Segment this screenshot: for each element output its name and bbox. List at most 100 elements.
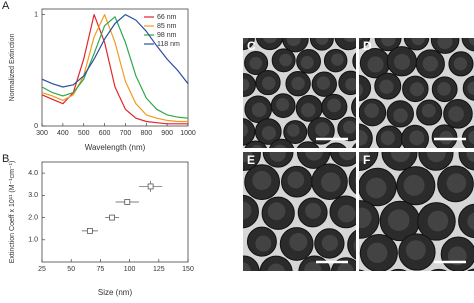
particle-core bbox=[467, 275, 474, 294]
particle-core bbox=[468, 38, 474, 46]
particle-core bbox=[337, 204, 356, 223]
particle-core bbox=[364, 103, 380, 118]
particle-core bbox=[427, 210, 449, 232]
particle bbox=[348, 166, 356, 195]
data-point bbox=[109, 214, 115, 221]
particle-core bbox=[422, 55, 439, 72]
x-tick-label: 300 bbox=[36, 130, 48, 137]
particle-core bbox=[321, 172, 341, 192]
x-axis-label: Wavelength (nm) bbox=[85, 143, 146, 152]
particle-core bbox=[380, 130, 396, 146]
particle-core bbox=[249, 56, 263, 70]
particle-core bbox=[409, 130, 425, 146]
particle-core bbox=[367, 242, 388, 264]
particle-core bbox=[287, 124, 300, 137]
particle-core bbox=[300, 55, 314, 70]
micrograph bbox=[349, 152, 474, 297]
particle-core bbox=[468, 130, 474, 145]
particle bbox=[352, 143, 356, 148]
data-point bbox=[86, 227, 93, 234]
panel-label: E bbox=[247, 153, 255, 167]
spectrum-line bbox=[41, 14, 188, 125]
particle bbox=[255, 38, 284, 51]
x-tick-label: 400 bbox=[57, 130, 69, 137]
plot-frame bbox=[41, 161, 189, 263]
particle-core bbox=[331, 53, 344, 66]
particle-core bbox=[251, 144, 263, 148]
x-tick-label: 500 bbox=[78, 130, 90, 137]
particle-core bbox=[338, 152, 356, 161]
particles bbox=[243, 38, 356, 148]
particles bbox=[243, 152, 356, 271]
particle bbox=[458, 203, 474, 239]
y-axis-label: Normalized Extinction bbox=[9, 34, 16, 102]
particle-core bbox=[315, 38, 329, 45]
y-tick-label: 1.0 bbox=[28, 237, 38, 244]
particle-core bbox=[243, 38, 249, 45]
particle-core bbox=[439, 130, 453, 145]
particle-core bbox=[304, 261, 322, 271]
particle-core bbox=[252, 170, 272, 191]
particle-core bbox=[267, 202, 286, 221]
particle bbox=[430, 268, 448, 271]
particle-core bbox=[354, 176, 356, 185]
particle-core bbox=[273, 144, 286, 148]
data-point bbox=[124, 199, 131, 205]
particle-core bbox=[411, 38, 425, 46]
particle bbox=[243, 73, 256, 97]
particle-core bbox=[315, 122, 330, 137]
particle-core bbox=[327, 98, 341, 113]
particle-core bbox=[421, 103, 436, 118]
particle-core bbox=[365, 177, 387, 199]
particle-core bbox=[255, 235, 272, 252]
particle-core bbox=[467, 81, 474, 95]
particle-core bbox=[437, 82, 451, 96]
legend-label: 98 nm bbox=[157, 32, 177, 39]
particle-core bbox=[359, 83, 363, 97]
particle-core bbox=[390, 152, 411, 163]
particle bbox=[244, 140, 268, 148]
plot-frame bbox=[41, 8, 189, 127]
particle-core bbox=[345, 77, 356, 91]
x-tick-label: 125 bbox=[153, 266, 165, 273]
legend-label: 85 nm bbox=[157, 23, 177, 30]
particle bbox=[296, 141, 320, 148]
particle bbox=[467, 268, 474, 271]
x-tick-label: 50 bbox=[67, 266, 75, 273]
particle-core bbox=[343, 38, 356, 43]
particle-core bbox=[243, 78, 250, 92]
particle-core bbox=[262, 38, 278, 44]
panel-label: A bbox=[2, 0, 10, 12]
particle-core bbox=[359, 38, 363, 41]
particle bbox=[374, 38, 402, 52]
particle-core bbox=[349, 279, 367, 297]
particle bbox=[359, 269, 365, 271]
x-tick-label: 100 bbox=[124, 266, 136, 273]
particle-core bbox=[289, 233, 308, 252]
particle bbox=[259, 255, 293, 271]
particle-core bbox=[262, 76, 276, 90]
y-axis-label: Extinction Coeff x 10¹¹ (M⁻¹cm⁻¹) bbox=[9, 161, 16, 264]
particle bbox=[359, 74, 372, 102]
x-tick-label: 700 bbox=[120, 130, 132, 137]
x-tick-label: 1000 bbox=[180, 130, 196, 137]
spectrum-line bbox=[41, 16, 189, 119]
particles bbox=[349, 152, 474, 297]
micrograph bbox=[359, 38, 474, 148]
particle-core bbox=[316, 76, 331, 90]
particle-core bbox=[466, 152, 474, 163]
particle-core bbox=[267, 263, 285, 271]
particle-core bbox=[301, 102, 316, 118]
y-tick-label: 4.0 bbox=[28, 170, 38, 177]
x-tick-label: 800 bbox=[140, 130, 152, 137]
particle-core bbox=[243, 152, 253, 163]
x-tick-label: 900 bbox=[161, 130, 173, 137]
micrograph bbox=[243, 38, 356, 148]
particle-core bbox=[393, 108, 408, 123]
particle-core bbox=[405, 240, 426, 261]
x-tick-label: 25 bbox=[38, 266, 46, 273]
particle-core bbox=[448, 106, 464, 122]
particle-core bbox=[437, 38, 453, 50]
particle bbox=[298, 255, 331, 271]
